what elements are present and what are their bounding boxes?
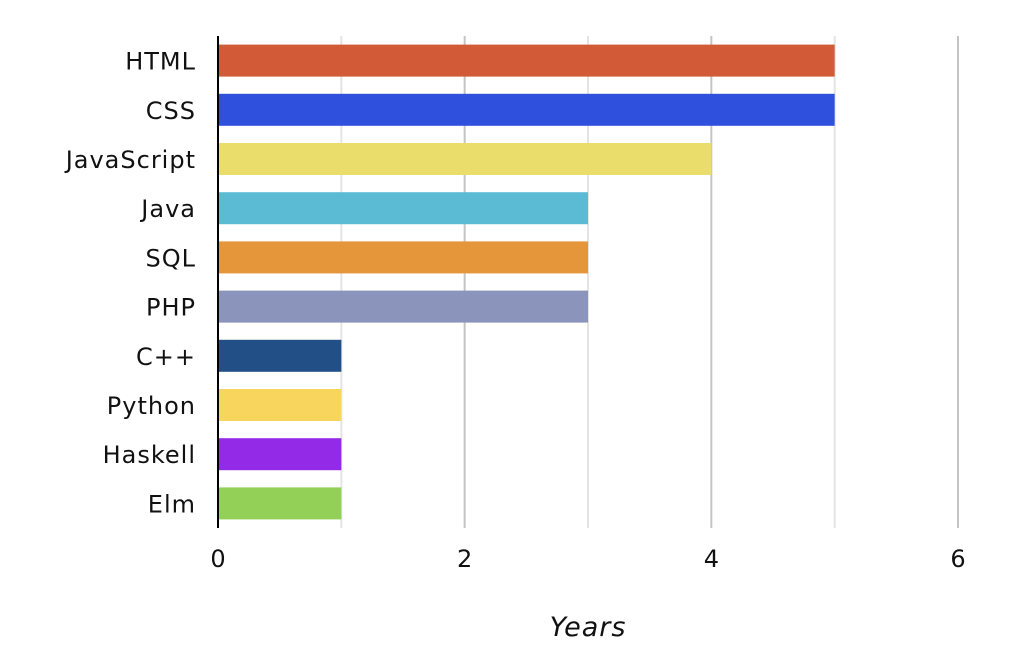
x-tick-label: 2 [457,545,472,573]
category-label: C++ [136,343,196,371]
bars [218,44,835,520]
category-label: CSS [146,97,196,125]
bar-elm [218,487,342,520]
x-axis-title: Years [550,612,627,643]
bar-javascript [218,143,712,175]
x-tick-label: 4 [704,545,719,573]
bar-python [218,389,342,421]
bar-css [218,93,835,126]
category-label: SQL [146,244,197,272]
bar-cplus [218,339,342,372]
category-label: Python [107,392,196,420]
category-label: Java [139,195,196,223]
x-tick-label: 6 [950,545,965,573]
category-label: PHP [146,294,196,322]
category-label: HTML [125,48,196,76]
x-tick-label: 0 [210,545,225,573]
category-label: JavaScript [64,146,196,174]
bar-java [218,192,588,225]
category-label: Haskell [103,441,196,469]
x-tick-labels: 0 2 4 6 [210,545,965,573]
bar-sql [218,241,588,274]
category-label: Elm [148,490,196,518]
bar-haskell [218,438,342,471]
category-labels: HTML CSS JavaScript Java SQL PHP C++ Python Hask… [64,48,197,519]
bar-html [218,44,835,77]
bar-php [218,290,588,323]
